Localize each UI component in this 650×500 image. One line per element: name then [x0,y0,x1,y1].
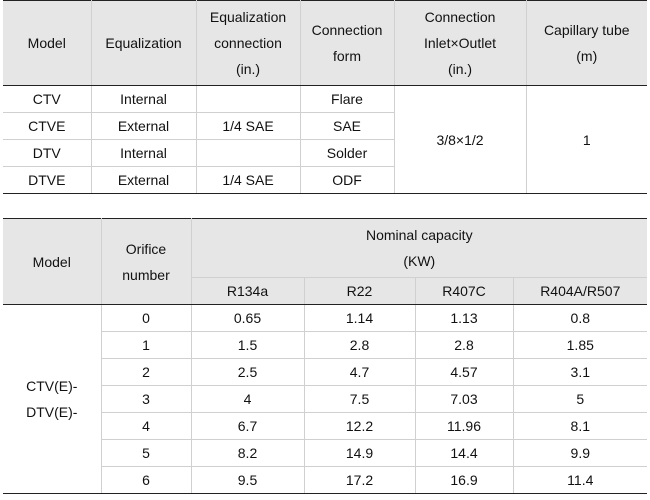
cell-value: 9.5 [190,466,305,494]
header-connection-inlet-outlet: Connection Inlet×Outlet (in.) [393,0,527,86]
table-row: CTV Internal Flare 3/8×1/2 1 [3,85,647,194]
cell-value: 1.13 [414,304,514,332]
table-subheader-row: R134a R22 R407C R404A/R507 [3,277,648,305]
cell-value: 12.2 [303,412,416,440]
cell-value: 0.8 [512,304,648,332]
cell-equalization-connection: 1/4 SAE [195,112,301,140]
table-row: 6 9.5 17.2 16.9 11.4 [3,466,648,494]
cell-equalization: External [90,166,197,194]
cell-connection-form-solder: Solder [299,139,395,167]
cell-value: 7.03 [414,385,514,413]
cell-model: CTV [3,85,92,113]
cell-value: 4.7 [303,358,416,386]
header-refrigerant: R407C [414,277,514,305]
header-connection-form: Connection form [299,0,395,86]
cell-orifice: 1 [101,331,192,359]
cell-value: 2.8 [303,331,416,359]
table-row: CTV(E)- DTV(E)- 0 0.65 1.14 1.13 0.8 [3,304,648,494]
cell-equalization-connection: 1/4 SAE [195,166,301,194]
cell-value: 16.9 [414,466,514,494]
cell-value: 9.9 [512,439,648,467]
cell-orifice: 0 [100,304,192,332]
table-row: DTVE External 1/4 SAE ODF [3,166,647,194]
cell-equalization: Internal [90,85,197,113]
cell-connection-form-flare: Flare [299,85,395,113]
cell-value: 1.14 [303,304,416,332]
cell-orifice: 5 [101,439,192,467]
cell-value: 2.5 [190,358,305,386]
valve-spec-table: Model Equalization Equalization connecti… [3,0,647,194]
cell-orifice: 6 [101,466,192,494]
cell-value: 4 [190,385,305,413]
cell-value: 8.2 [190,439,305,467]
header-nominal-capacity: Nominal capacity (KW) [190,218,648,278]
cell-orifice: 4 [101,412,192,440]
table-row: 1 1.5 2.8 2.8 1.85 [3,331,648,359]
cell-model: DTVE [3,166,92,194]
cell-model: CTV(E)- DTV(E)- [3,304,102,494]
cell-model: DTV [3,139,92,167]
header-refrigerant: R134a [191,277,305,305]
cell-value: 4.57 [414,358,514,386]
cell-value: 3.1 [512,358,648,386]
table-header-row: Model Equalization Equalization connecti… [3,0,647,86]
cell-value: 11.4 [512,466,648,494]
header-refrigerant: R404A/R507 [512,277,648,305]
header-orifice-number: Orifice number [100,218,192,305]
nominal-capacity-table: Model Orifice number Nominal capacity (K… [3,218,648,494]
header-equalization: Equalization [90,0,197,86]
cell-value: 6.7 [190,412,305,440]
cell-equalization-connection [195,139,301,167]
cell-value: 8.1 [512,412,648,440]
table-header-row: Model Orifice number Nominal capacity (K… [3,218,648,305]
cell-value: 1.5 [190,331,305,359]
cell-value: 7.5 [303,385,416,413]
cell-equalization: External [90,112,197,140]
header-equalization-connection: Equalization connection (in.) [195,0,301,86]
header-model: Model [3,218,102,305]
table-row: 4 6.7 12.2 11.96 8.1 [3,412,648,440]
cell-equalization: Internal [90,139,197,167]
header-capillary-tube: Capillary tube (m) [525,0,647,86]
cell-capillary-tube: 1 [525,85,647,194]
cell-orifice: 3 [101,385,192,413]
cell-equalization-connection [195,85,301,113]
cell-value: 14.9 [303,439,416,467]
cell-value: 14.4 [414,439,514,467]
cell-model: CTVE [3,112,92,140]
cell-orifice: 2 [101,358,192,386]
cell-inlet-outlet: 3/8×1/2 [393,85,527,194]
cell-value: 17.2 [303,466,416,494]
cell-connection-form-odf: ODF [299,166,395,194]
cell-value: 11.96 [414,412,514,440]
cell-value: 5 [512,385,648,413]
cell-value: 0.65 [190,304,305,332]
cell-connection-form-sae: SAE [299,112,395,140]
header-model: Model [3,0,92,86]
cell-value: 1.85 [512,331,648,359]
header-refrigerant: R22 [303,277,416,305]
cell-value: 2.8 [414,331,514,359]
